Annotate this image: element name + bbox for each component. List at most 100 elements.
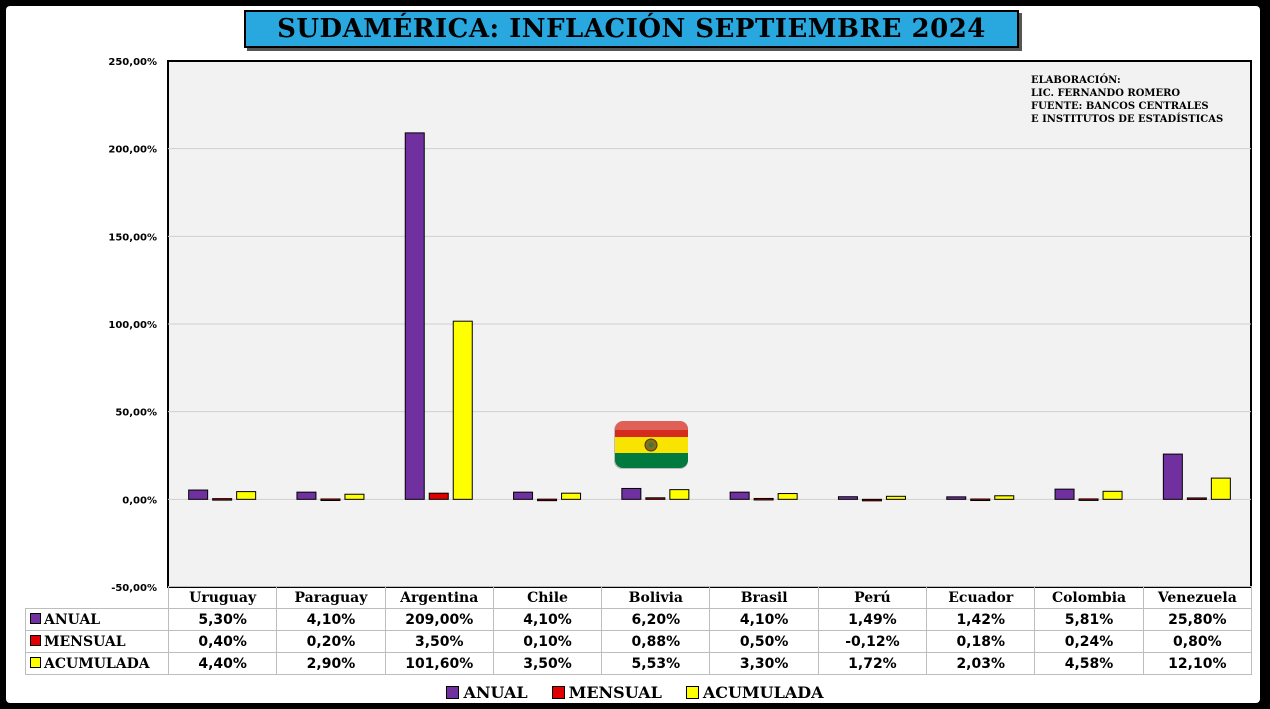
table-header-cell: Perú bbox=[817, 586, 928, 609]
legend-item-anual: ANUAL bbox=[446, 683, 528, 702]
data-table: Uruguay Paraguay Argentina Chile Bolivia Bras… bbox=[25, 586, 1252, 675]
table-cell: 1,49% bbox=[817, 608, 928, 631]
bar-acumulada-6 bbox=[885, 495, 906, 500]
table-header-cell: Chile bbox=[492, 586, 603, 609]
table-cell: 0,88% bbox=[601, 630, 711, 653]
table-cell: 4,10% bbox=[276, 608, 386, 631]
y-tick-label: 50,00% bbox=[115, 408, 157, 419]
bar-acumulada-4 bbox=[669, 489, 690, 500]
bar-mensual-2 bbox=[428, 492, 449, 500]
chart-title-box: SUDAMÉRICA: INFLACIÓN SEPTIEMBRE 2024 bbox=[244, 10, 1019, 48]
table-header-cell: Argentina bbox=[384, 586, 494, 609]
credit-line: LIC. FERNANDO ROMERO bbox=[1031, 88, 1180, 99]
table-cell: 6,20% bbox=[601, 608, 711, 631]
y-tick-label: 250,00% bbox=[108, 57, 157, 68]
table-cell: 0,18% bbox=[926, 630, 1036, 653]
table-cell: 0,40% bbox=[167, 630, 278, 653]
table-header-cell: Brasil bbox=[709, 586, 819, 609]
table-header-cell: Bolivia bbox=[601, 586, 711, 609]
table-cell: 5,53% bbox=[601, 652, 711, 675]
table-cell: 5,30% bbox=[167, 608, 278, 631]
table-cell: 1,42% bbox=[926, 608, 1036, 631]
bar-mensual-0 bbox=[212, 498, 233, 501]
bar-acumulada-9 bbox=[1210, 477, 1231, 500]
table-cell: 3,50% bbox=[384, 630, 494, 653]
bar-mensual-8 bbox=[1078, 498, 1099, 501]
table-cell: 3,30% bbox=[709, 652, 819, 675]
credits-block: ELABORACIÓN: LIC. FERNANDO ROMERO FUENTE: … bbox=[1031, 74, 1223, 125]
bolivia-flag-icon bbox=[614, 421, 688, 469]
table-row: ACUMULADA 4,40% 2,90% 101,60% 3,50% 5,53% 3,30… bbox=[25, 652, 1252, 675]
table-cell: 2,90% bbox=[276, 652, 386, 675]
table-header-cell: Ecuador bbox=[926, 586, 1036, 609]
table-cell: 2,03% bbox=[926, 652, 1036, 675]
credit-line: ELABORACIÓN: bbox=[1031, 74, 1121, 86]
table-row: ANUAL 5,30% 4,10% 209,00% 4,10% 6,20% 4,10% 1,4… bbox=[25, 608, 1252, 631]
legend-swatch bbox=[685, 686, 699, 699]
table-row-label: MENSUAL bbox=[25, 630, 169, 653]
table-header-cell: Colombia bbox=[1034, 586, 1144, 609]
y-axis-ticks: 250,00% 200,00% 150,00% 100,00% 50,00% 0,00% -… bbox=[108, 57, 157, 594]
table-cell: 5,81% bbox=[1034, 608, 1144, 631]
bar-anual-5 bbox=[729, 491, 750, 500]
bar-anual-3 bbox=[513, 491, 534, 500]
bar-mensual-9 bbox=[1186, 497, 1207, 500]
y-tick-label: 0,00% bbox=[122, 495, 157, 506]
bar-mensual-5 bbox=[753, 497, 774, 501]
bar-anual-2 bbox=[404, 132, 425, 500]
bar-acumulada-5 bbox=[777, 493, 798, 500]
legend-swatch bbox=[30, 656, 41, 668]
legend-item-mensual: MENSUAL bbox=[551, 683, 662, 702]
table-cell: 0,10% bbox=[492, 630, 603, 653]
table-cell: 4,40% bbox=[167, 652, 278, 675]
table-cell: 209,00% bbox=[384, 608, 494, 631]
table-header-cell: Paraguay bbox=[276, 586, 386, 609]
table-header-cell: Uruguay bbox=[167, 586, 278, 609]
bar-mensual-4 bbox=[645, 497, 666, 500]
table-cell: 0,20% bbox=[276, 630, 386, 653]
legend-label: MENSUAL bbox=[568, 683, 662, 702]
bar-acumulada-8 bbox=[1102, 490, 1123, 500]
table-row-label: ANUAL bbox=[25, 608, 169, 631]
legend-swatch bbox=[446, 686, 460, 699]
credit-line: FUENTE: BANCOS CENTRALES bbox=[1031, 101, 1209, 112]
y-tick-label: 150,00% bbox=[108, 232, 157, 243]
bar-mensual-7 bbox=[970, 498, 991, 502]
bar-acumulada-3 bbox=[561, 492, 582, 500]
bar-acumulada-0 bbox=[236, 491, 257, 500]
y-tick-label: -50,00% bbox=[111, 583, 157, 594]
legend-swatch bbox=[30, 612, 41, 624]
bar-mensual-3 bbox=[537, 498, 558, 502]
bar-anual-7 bbox=[946, 496, 967, 500]
table-cell: 0,24% bbox=[1034, 630, 1144, 653]
table-cell: 12,10% bbox=[1142, 652, 1252, 675]
bar-anual-9 bbox=[1162, 453, 1183, 500]
bar-acumulada-7 bbox=[994, 495, 1015, 500]
legend-swatch bbox=[30, 634, 41, 646]
table-row: MENSUAL 0,40% 0,20% 3,50% 0,10% 0,88% 0,50% -0,… bbox=[25, 630, 1252, 653]
table-row-label: ACUMULADA bbox=[25, 652, 169, 675]
bar-acumulada-2 bbox=[452, 320, 473, 500]
bar-anual-8 bbox=[1054, 488, 1075, 500]
table-cell: 0,50% bbox=[709, 630, 819, 653]
legend-label: ACUMULADA bbox=[702, 683, 824, 702]
bar-acumulada-1 bbox=[344, 493, 365, 500]
chart-title: SUDAMÉRICA: INFLACIÓN SEPTIEMBRE 2024 bbox=[277, 14, 986, 44]
table-cell: 4,10% bbox=[709, 608, 819, 631]
bar-mensual-6 bbox=[861, 498, 882, 502]
table-cell: 101,60% bbox=[384, 652, 494, 675]
bar-anual-6 bbox=[837, 496, 858, 500]
bar-mensual-1 bbox=[320, 498, 341, 501]
table-cell: 4,10% bbox=[492, 608, 603, 631]
table-corner bbox=[26, 587, 169, 609]
legend: ANUAL MENSUAL ACUMULADA bbox=[0, 683, 1270, 702]
table-cell: 25,80% bbox=[1142, 608, 1252, 631]
legend-swatch bbox=[551, 686, 565, 699]
table-cell: 3,50% bbox=[492, 652, 603, 675]
table-cell: -0,12% bbox=[817, 630, 928, 653]
bar-anual-4 bbox=[621, 487, 642, 500]
bar-anual-0 bbox=[188, 489, 209, 500]
bar-anual-1 bbox=[296, 491, 317, 500]
table-cell: 0,80% bbox=[1142, 630, 1252, 653]
